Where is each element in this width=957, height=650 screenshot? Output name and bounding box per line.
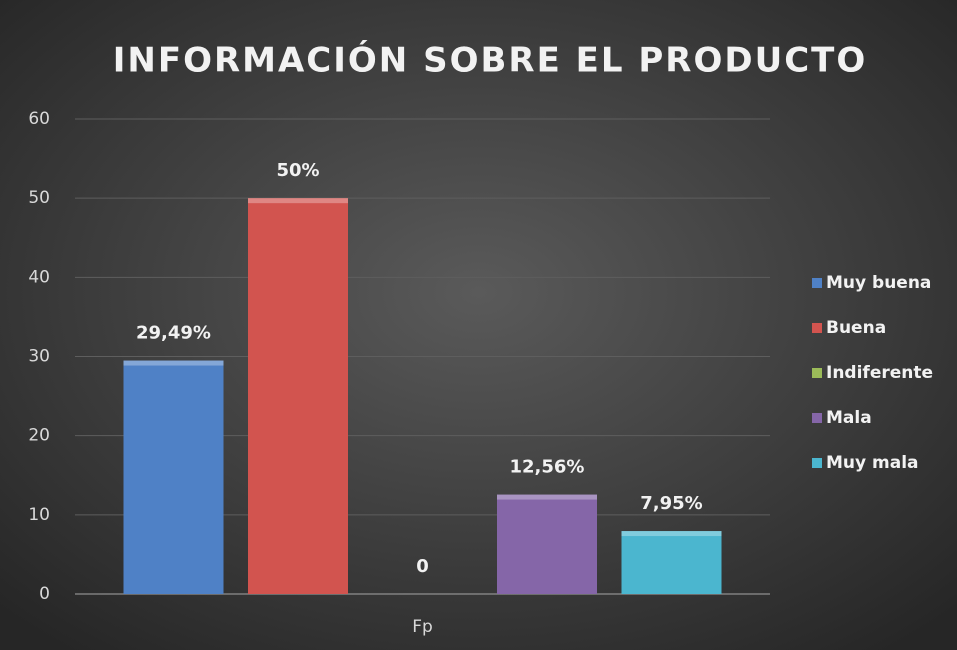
- legend-swatch: [812, 413, 822, 423]
- y-tick-label: 10: [28, 505, 50, 525]
- data-label: 12,56%: [510, 457, 585, 478]
- y-tick-label: 30: [28, 347, 50, 367]
- legend-label: Mala: [826, 408, 872, 428]
- legend-swatch: [812, 278, 822, 288]
- y-tick-label: 0: [39, 584, 50, 604]
- y-tick-label: 40: [28, 267, 50, 287]
- bar-bevel: [497, 494, 597, 500]
- data-label: 50%: [276, 160, 319, 181]
- legend-label: Muy mala: [826, 453, 919, 473]
- bar: [123, 360, 224, 594]
- bar: [497, 494, 597, 594]
- bar: [621, 531, 722, 594]
- x-tick-label: Fp: [412, 617, 433, 637]
- legend-swatch: [812, 458, 822, 468]
- y-tick-label: 20: [28, 426, 50, 446]
- bar-bevel: [621, 531, 722, 537]
- legend-swatch: [812, 323, 822, 333]
- legend-label: Muy buena: [826, 273, 931, 293]
- y-tick-label: 60: [28, 109, 50, 129]
- bar-bevel: [248, 198, 348, 204]
- y-tick-label: 50: [28, 188, 50, 208]
- bar-bevel: [123, 360, 224, 366]
- legend-label: Indiferente: [826, 363, 933, 383]
- bar: [248, 198, 348, 594]
- data-label: 0: [416, 556, 429, 577]
- legend-swatch: [812, 368, 822, 378]
- chart-title: INFORMACIÓN SOBRE EL PRODUCTO: [113, 40, 868, 81]
- data-label: 29,49%: [136, 323, 211, 344]
- legend-label: Buena: [826, 318, 886, 338]
- data-label: 7,95%: [640, 493, 702, 514]
